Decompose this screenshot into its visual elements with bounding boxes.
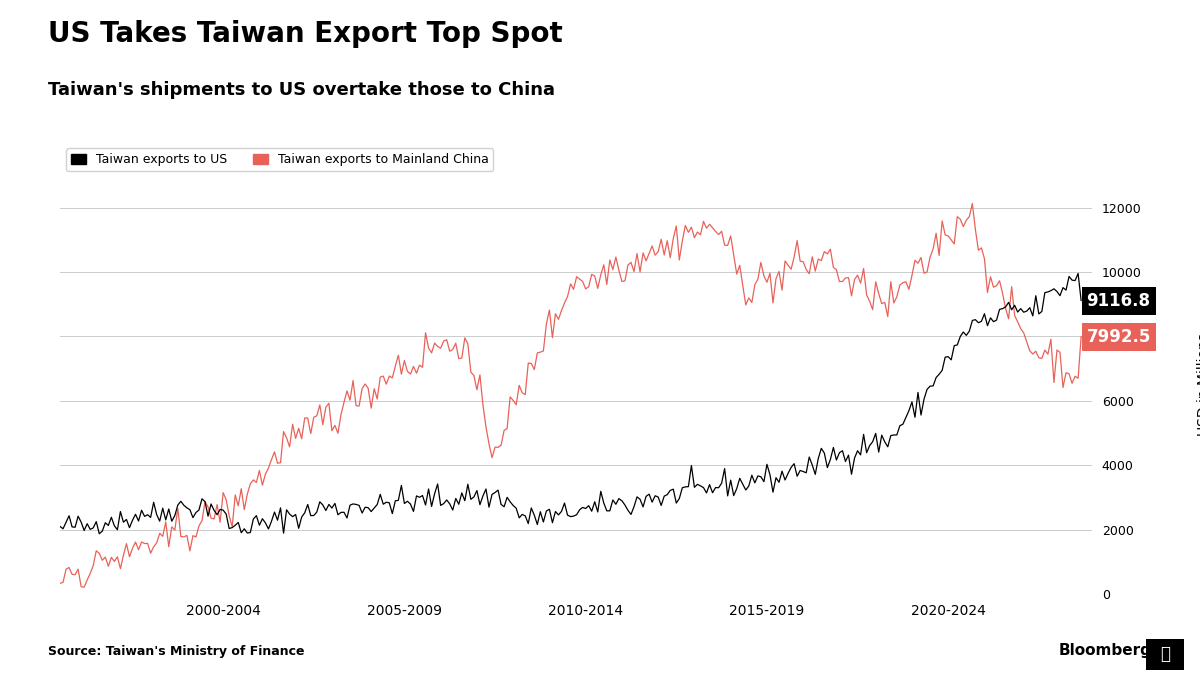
Text: Ⓡ: Ⓡ	[1160, 645, 1170, 664]
Text: 7992.5: 7992.5	[1086, 327, 1151, 346]
Text: Bloomberg: Bloomberg	[1060, 643, 1152, 658]
Text: Source: Taiwan's Ministry of Finance: Source: Taiwan's Ministry of Finance	[48, 645, 305, 658]
Text: 9116.8: 9116.8	[1086, 292, 1151, 310]
Y-axis label: USD in Millions: USD in Millions	[1198, 333, 1200, 436]
Text: US Takes Taiwan Export Top Spot: US Takes Taiwan Export Top Spot	[48, 20, 563, 48]
Legend: Taiwan exports to US, Taiwan exports to Mainland China: Taiwan exports to US, Taiwan exports to …	[66, 148, 493, 171]
Text: Taiwan's shipments to US overtake those to China: Taiwan's shipments to US overtake those …	[48, 81, 554, 99]
